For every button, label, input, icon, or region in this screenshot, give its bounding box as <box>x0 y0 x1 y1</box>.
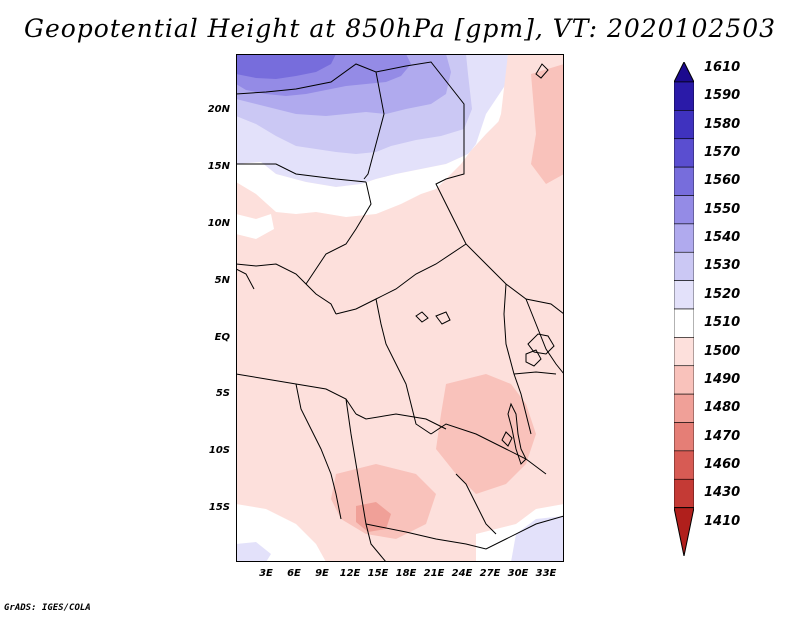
x-label-27e: 27E <box>479 568 501 579</box>
colorbar-swatch <box>674 422 694 452</box>
colorbar-label: 1540 <box>704 230 741 246</box>
x-label-3e: 3E <box>259 568 273 579</box>
colorbar-label: 1550 <box>704 201 741 217</box>
colorbar-label: 1560 <box>704 173 741 189</box>
y-label-5s: 5S <box>215 388 230 399</box>
colorbar-swatch <box>674 478 694 508</box>
colorbar-label: 1510 <box>704 315 741 331</box>
field-1510-patch-left <box>236 214 274 239</box>
colorbar-label: 1430 <box>704 485 741 501</box>
x-label-21e: 21E <box>423 568 445 579</box>
colorbar-label: 1410 <box>704 513 741 529</box>
colorbar-swatch <box>674 450 694 480</box>
map-plot <box>236 54 564 562</box>
colorbar-swatch <box>674 195 694 225</box>
colorbar-swatch <box>674 81 694 111</box>
field-1520-southeast <box>511 516 564 562</box>
colorbar-swatch <box>674 337 694 367</box>
colorbar-swatch <box>674 251 694 281</box>
field-1490-east <box>531 64 564 184</box>
field-1480-patch <box>356 502 391 532</box>
colorbar-swatch <box>674 223 694 253</box>
y-label-10s: 10S <box>208 445 230 456</box>
y-label-15s: 15S <box>208 502 230 513</box>
y-label-5n: 5N <box>214 275 230 286</box>
footer-credit: GrADS: IGES/COLA <box>4 603 91 613</box>
y-label-20n: 20N <box>207 104 230 115</box>
colorbar-label: 1490 <box>704 371 741 387</box>
colorbar-swatch <box>674 393 694 423</box>
colorbar-label: 1590 <box>704 88 741 104</box>
colorbar-swatch <box>674 110 694 140</box>
x-label-9e: 9E <box>315 568 329 579</box>
colorbar-label: 1460 <box>704 457 741 473</box>
x-label-15e: 15E <box>367 568 389 579</box>
colorbar-swatch <box>674 280 694 310</box>
y-label-15n: 15N <box>207 161 230 172</box>
colorbar-top-arrow <box>674 62 694 83</box>
x-label-33e: 33E <box>535 568 557 579</box>
colorbar-label: 1570 <box>704 144 741 160</box>
colorbar <box>674 62 694 556</box>
colorbar-swatch <box>674 166 694 196</box>
colorbar-swatch <box>674 308 694 338</box>
x-label-30e: 30E <box>507 568 529 579</box>
colorbar-label: 1470 <box>704 428 741 444</box>
x-label-12e: 12E <box>339 568 361 579</box>
field-1560-zone <box>236 54 336 79</box>
chart-title: Geopotential Height at 850hPa [gpm], VT:… <box>23 14 777 43</box>
colorbar-bottom-arrow <box>674 507 694 556</box>
colorbar-label: 1500 <box>704 343 741 359</box>
lakes-coast <box>415 63 555 465</box>
field-1520-southwest <box>236 542 271 562</box>
colorbar-label: 1480 <box>704 400 741 416</box>
x-label-18e: 18E <box>395 568 417 579</box>
colorbar-label: 1530 <box>704 258 741 274</box>
x-label-24e: 24E <box>451 568 473 579</box>
x-label-6e: 6E <box>287 568 301 579</box>
colorbar-label: 1520 <box>704 286 741 302</box>
colorbar-label: 1580 <box>704 116 741 132</box>
y-label-eq: EQ <box>214 332 230 343</box>
colorbar-swatch <box>674 138 694 168</box>
y-label-10n: 10N <box>207 218 230 229</box>
country-borders <box>236 61 564 562</box>
colorbar-swatch <box>674 365 694 395</box>
colorbar-label: 1610 <box>704 59 741 75</box>
